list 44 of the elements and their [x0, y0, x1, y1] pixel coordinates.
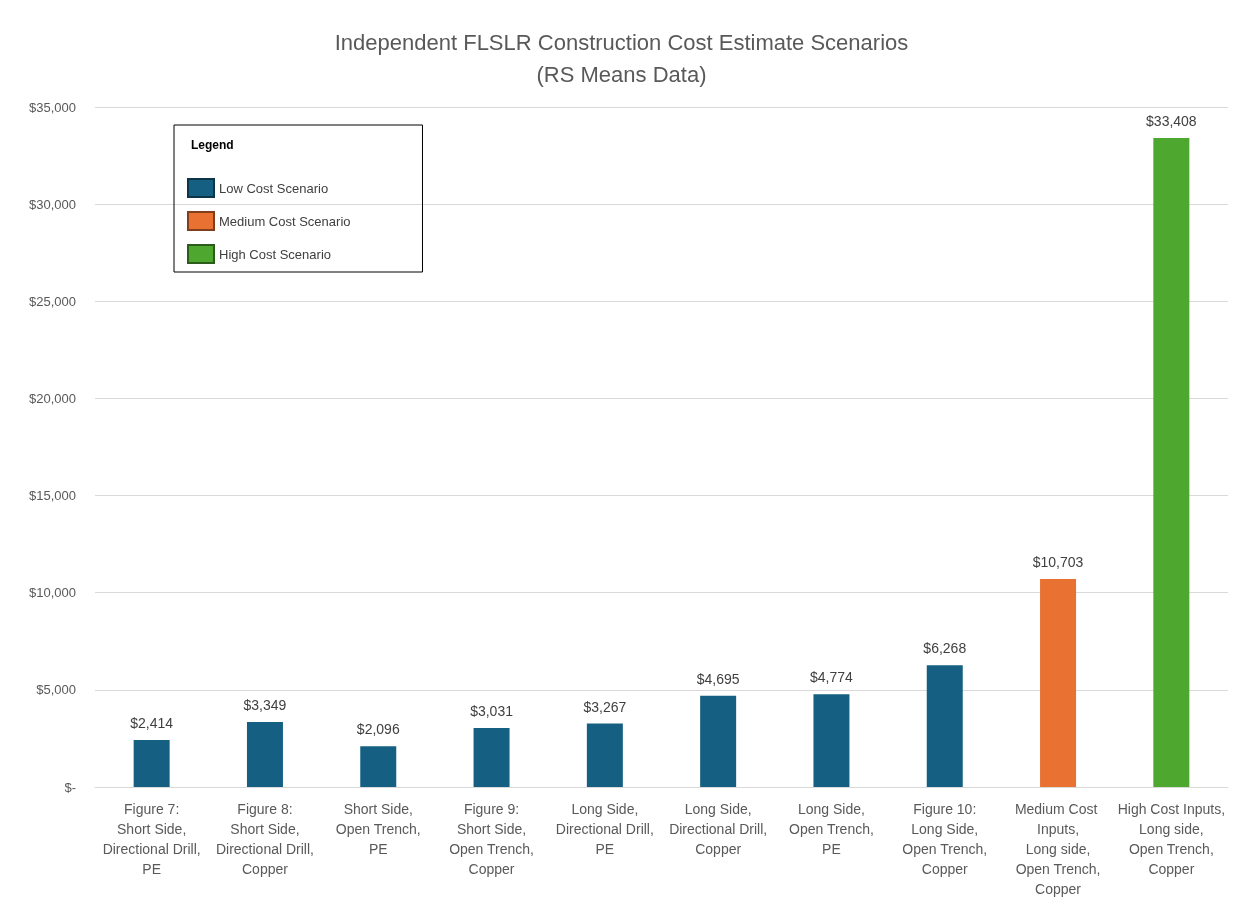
bar: [1040, 579, 1077, 787]
x-tick-label: Figure 8: Short Side, Directional Drill, Copper: [215, 801, 314, 877]
x-tick-label: Figure 10: Long Side, Open Trench, Copper: [902, 801, 988, 877]
bar: [1153, 137, 1190, 787]
x-tick-label: Medium Cost Inputs, Long side, Open Trench, Copper: [1014, 801, 1102, 897]
data-label: $10,703: [1032, 554, 1084, 571]
legend-label: Medium Cost Scenario: [219, 213, 351, 229]
x-tick-label: Long Side, Open Trench, PE: [789, 801, 874, 857]
bar: [360, 746, 397, 787]
bar: [133, 740, 170, 787]
y-tick-label: $35,000: [29, 99, 76, 115]
data-label: $2,096: [356, 721, 400, 738]
y-tick-label: $30,000: [29, 196, 76, 212]
y-tick-label: $15,000: [29, 488, 76, 504]
chart-subtitle: (RS Means Data): [536, 61, 707, 87]
y-tick-label: $20,000: [29, 390, 76, 406]
x-tick-label: Long Side, Directional Drill, PE: [555, 801, 654, 857]
bar: [246, 721, 283, 787]
data-label: $33,408: [1146, 112, 1197, 129]
bar: [700, 695, 737, 787]
x-tick-label: Figure 7: Short Side, Directional Drill, PE: [102, 801, 201, 877]
y-tick-label: $25,000: [29, 293, 76, 309]
data-label: $3,267: [583, 698, 627, 715]
y-tick-label: $10,000: [29, 585, 76, 601]
bar: [473, 728, 510, 787]
y-tick-label: $-: [64, 779, 76, 795]
bar: [926, 665, 963, 787]
x-tick-label: Short Side, Open Trench, PE: [335, 801, 421, 857]
data-label: $3,031: [470, 703, 514, 720]
legend-title: Legend: [191, 138, 234, 152]
x-tick-label: Long Side, Directional Drill, Copper: [669, 801, 768, 857]
data-label: $4,774: [810, 669, 854, 686]
bar: [813, 694, 850, 787]
y-tick-label: $5,000: [36, 682, 76, 698]
legend-label: Low Cost Scenario: [219, 180, 329, 196]
data-label: $3,349: [243, 696, 287, 713]
data-label: $4,695: [696, 670, 740, 687]
chart-title: Independent FLSLR Construction Cost Estimate Scenarios: [334, 29, 909, 55]
data-label: $2,414: [130, 715, 174, 732]
data-label: $6,268: [923, 640, 967, 657]
x-tick-label: Figure 9: Short Side, Open Trench, Copper: [449, 801, 534, 877]
bar: [586, 723, 623, 787]
legend-label: High Cost Scenario: [219, 246, 331, 262]
x-tick-label: High Cost Inputs, Long side, Open Trench, Copper: [1117, 801, 1226, 877]
